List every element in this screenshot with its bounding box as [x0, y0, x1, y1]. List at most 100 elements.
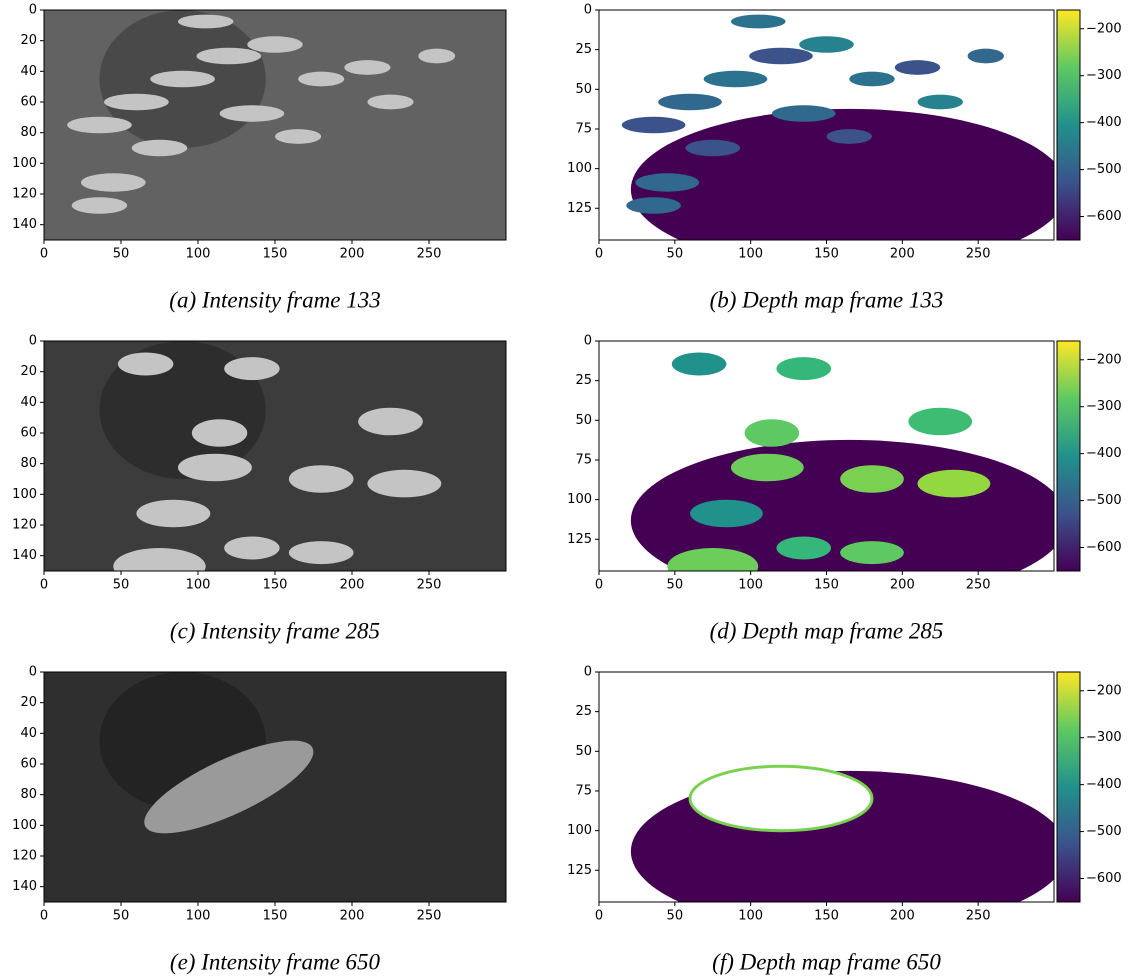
fish — [418, 48, 456, 64]
x-tick-label: 150 — [263, 909, 288, 924]
x-tick-label: 200 — [340, 909, 365, 924]
x-tick-label: 100 — [738, 247, 763, 262]
x-tick-label: 0 — [40, 247, 48, 262]
colorbar-tick-label: −500 — [1086, 493, 1122, 508]
caption: (b) Depth map frame 133 — [710, 287, 944, 312]
colorbar-tick-label: −300 — [1086, 730, 1122, 745]
image-panel — [599, 672, 1054, 902]
fish — [224, 536, 280, 560]
y-tick-label: 125 — [567, 532, 592, 547]
y-tick-label: 100 — [12, 818, 37, 833]
fish — [749, 47, 813, 65]
fish — [840, 465, 904, 493]
image-background — [44, 341, 506, 571]
y-tick-label: 100 — [12, 156, 37, 171]
y-tick-label: 125 — [567, 201, 592, 216]
caption: (c) Intensity frame 285 — [170, 618, 380, 643]
x-tick-label: 0 — [595, 909, 603, 924]
x-tick-label: 200 — [340, 247, 365, 262]
y-tick-label: 0 — [29, 334, 37, 349]
colorbar-tick-label: −300 — [1086, 68, 1122, 83]
x-tick-label: 0 — [40, 909, 48, 924]
y-tick-label: 80 — [20, 787, 37, 802]
y-tick-label: 120 — [12, 849, 37, 864]
fish — [840, 541, 904, 565]
fish — [113, 548, 206, 571]
y-tick-label: 140 — [12, 548, 37, 563]
fish — [635, 173, 700, 192]
y-tick-label: 0 — [584, 334, 592, 349]
fish — [344, 60, 391, 75]
x-tick-label: 0 — [595, 578, 603, 593]
y-tick-label: 0 — [29, 665, 37, 680]
colorbar — [1056, 9, 1081, 241]
y-tick-label: 20 — [20, 33, 37, 48]
colorbar-tick-label: −600 — [1086, 540, 1122, 555]
colorbar-tick-label: −200 — [1086, 21, 1122, 36]
colorbar-tick-label: −400 — [1086, 446, 1122, 461]
x-tick-label: 50 — [113, 247, 130, 262]
fish — [667, 548, 759, 571]
fish — [688, 764, 874, 833]
y-tick-label: 100 — [567, 492, 592, 507]
image-panel — [599, 341, 1054, 571]
image-panel — [44, 341, 506, 571]
x-tick-label: 100 — [738, 909, 763, 924]
y-tick-label: 140 — [12, 217, 37, 232]
fish — [367, 94, 414, 110]
y-tick-label: 60 — [20, 426, 37, 441]
x-tick-label: 0 — [40, 578, 48, 593]
fish — [744, 419, 800, 447]
fish — [685, 139, 741, 157]
y-tick-label: 0 — [29, 3, 37, 18]
fish — [671, 352, 727, 376]
fish — [131, 139, 188, 157]
fish — [849, 71, 895, 87]
y-tick-label: 140 — [12, 879, 37, 894]
x-tick-label: 150 — [814, 578, 839, 593]
y-tick-label: 125 — [567, 863, 592, 878]
y-tick-label: 0 — [584, 3, 592, 18]
y-tick-label: 25 — [575, 42, 592, 57]
fish — [247, 36, 303, 53]
caption: (f) Depth map frame 650 — [712, 949, 941, 974]
fish — [71, 197, 128, 214]
y-tick-label: 75 — [575, 783, 592, 798]
x-tick-label: 200 — [890, 247, 915, 262]
fish — [224, 357, 280, 381]
image-panel — [44, 672, 506, 902]
x-tick-label: 200 — [340, 578, 365, 593]
y-tick-label: 40 — [20, 726, 37, 741]
caption: (e) Intensity frame 650 — [170, 949, 381, 974]
y-tick-label: 80 — [20, 125, 37, 140]
colorbar-tick-label: −200 — [1086, 352, 1122, 367]
y-tick-label: 120 — [12, 518, 37, 533]
y-tick-label: 75 — [575, 452, 592, 467]
fish — [67, 116, 132, 134]
y-tick-label: 50 — [575, 82, 592, 97]
colorbar-tick-label: −500 — [1086, 824, 1122, 839]
fish — [917, 94, 963, 110]
fish — [917, 469, 991, 498]
fish — [288, 465, 354, 493]
x-tick-label: 150 — [263, 247, 288, 262]
colorbar-tick-label: −300 — [1086, 399, 1122, 414]
fish — [288, 541, 354, 565]
y-tick-label: 100 — [12, 487, 37, 502]
image-panel — [599, 10, 1054, 240]
x-tick-label: 150 — [814, 909, 839, 924]
fish — [275, 129, 322, 144]
y-tick-label: 25 — [575, 373, 592, 388]
caption: (a) Intensity frame 133 — [169, 287, 380, 312]
x-tick-label: 200 — [890, 909, 915, 924]
x-tick-label: 100 — [186, 909, 211, 924]
fish — [703, 70, 768, 88]
x-tick-label: 250 — [417, 247, 442, 262]
colorbar-tick-label: −200 — [1086, 683, 1122, 698]
background-depth — [630, 108, 1054, 240]
colorbar — [1056, 340, 1081, 572]
fish — [298, 71, 345, 87]
y-tick-label: 60 — [20, 757, 37, 772]
y-tick-label: 40 — [20, 64, 37, 79]
